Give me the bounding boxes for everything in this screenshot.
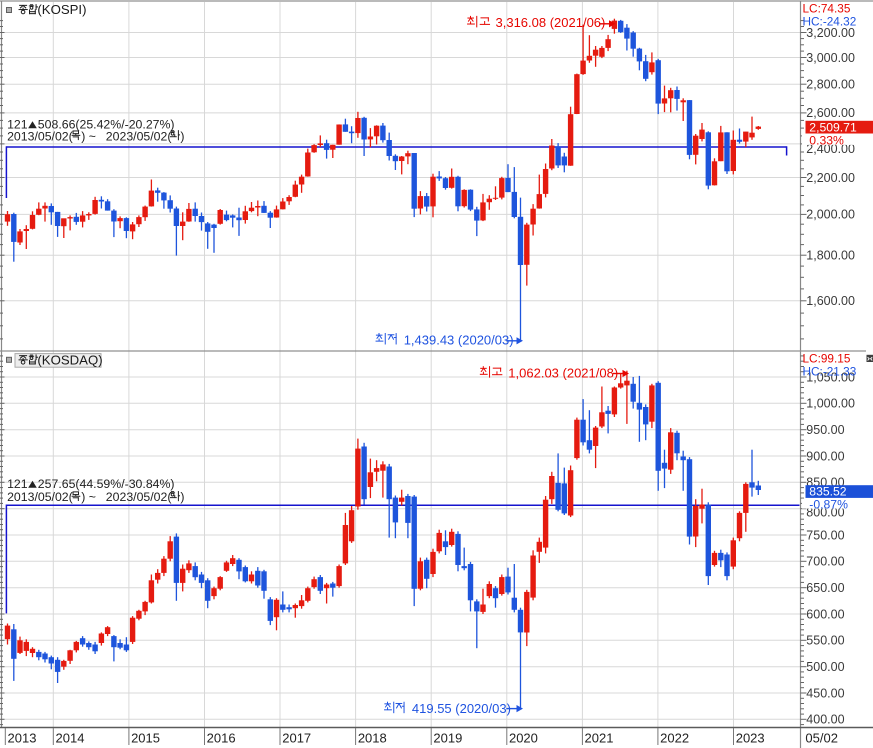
svg-text:1,600.00: 1,600.00 xyxy=(806,294,855,308)
svg-text:2016: 2016 xyxy=(207,731,236,746)
svg-text:0.33%: 0.33% xyxy=(809,133,844,147)
svg-text:400.00: 400.00 xyxy=(806,713,844,727)
svg-text:3,200.00: 3,200.00 xyxy=(806,26,855,40)
svg-text:(KOSDAQ): (KOSDAQ) xyxy=(37,352,102,367)
svg-text:500.00: 500.00 xyxy=(806,660,844,674)
svg-text:1,062.03 (2021/08): 1,062.03 (2021/08) xyxy=(508,366,618,381)
svg-text:700.00: 700.00 xyxy=(806,555,844,569)
svg-text:800.00: 800.00 xyxy=(806,506,844,520)
svg-text:2014: 2014 xyxy=(56,731,85,746)
svg-text:LC:74.35: LC:74.35 xyxy=(803,2,851,16)
svg-text:2021: 2021 xyxy=(585,731,614,746)
svg-text:950.00: 950.00 xyxy=(806,423,844,437)
svg-text:1,000.00: 1,000.00 xyxy=(806,397,855,411)
svg-text:750.00: 750.00 xyxy=(806,528,844,542)
svg-text:1,050.00: 1,050.00 xyxy=(806,370,855,384)
svg-text:2,509.71: 2,509.71 xyxy=(809,120,857,134)
svg-text:257.65(44.59%/-30.84%): 257.65(44.59%/-30.84%) xyxy=(38,477,175,491)
svg-text:2015: 2015 xyxy=(131,731,160,746)
svg-text:2019: 2019 xyxy=(433,731,462,746)
svg-text:1,439.43 (2020/03): 1,439.43 (2020/03) xyxy=(404,332,514,347)
svg-text:2013: 2013 xyxy=(8,731,37,746)
svg-text:450.00: 450.00 xyxy=(806,686,844,700)
svg-text:): ) xyxy=(180,129,184,143)
svg-text:3,000.00: 3,000.00 xyxy=(806,51,855,65)
svg-text:2,000.00: 2,000.00 xyxy=(806,208,855,222)
svg-text:05/02: 05/02 xyxy=(805,731,838,746)
svg-text:) ~: ) ~ xyxy=(81,129,96,143)
svg-text:2022: 2022 xyxy=(660,731,689,746)
svg-text:(KOSPI): (KOSPI) xyxy=(37,2,86,17)
svg-text:LC:99.15: LC:99.15 xyxy=(803,352,851,366)
svg-text:2023/05/02(: 2023/05/02( xyxy=(106,129,173,143)
svg-text:2,200.00: 2,200.00 xyxy=(806,171,855,185)
svg-text:2023/05/02(: 2023/05/02( xyxy=(106,490,173,504)
svg-text:650.00: 650.00 xyxy=(806,581,844,595)
svg-text:2013/05/02(: 2013/05/02( xyxy=(7,490,74,504)
svg-text:3,316.08 (2021/06): 3,316.08 (2021/06) xyxy=(496,15,606,30)
svg-text:2,800.00: 2,800.00 xyxy=(806,77,855,91)
svg-text:835.52: 835.52 xyxy=(809,485,846,499)
svg-text:2,600.00: 2,600.00 xyxy=(806,106,855,120)
svg-text:2023: 2023 xyxy=(736,731,765,746)
svg-text:600.00: 600.00 xyxy=(806,607,844,621)
svg-text:) ~: ) ~ xyxy=(81,490,96,504)
svg-text:HC:-24.32: HC:-24.32 xyxy=(803,15,857,29)
svg-text:HC:-21.33: HC:-21.33 xyxy=(803,365,857,379)
svg-text:2018: 2018 xyxy=(358,731,387,746)
svg-text:508.66(25.42%/-20.27%): 508.66(25.42%/-20.27%) xyxy=(38,118,175,132)
svg-text:-0.87%: -0.87% xyxy=(809,498,848,512)
svg-text:2020: 2020 xyxy=(509,731,538,746)
svg-text:419.55 (2020/03): 419.55 (2020/03) xyxy=(412,701,511,716)
svg-text:121: 121 xyxy=(7,477,28,491)
svg-text:121: 121 xyxy=(7,118,28,132)
svg-text:): ) xyxy=(180,490,184,504)
svg-text:2017: 2017 xyxy=(282,731,311,746)
svg-text:2,400.00: 2,400.00 xyxy=(806,142,855,156)
svg-text:1,800.00: 1,800.00 xyxy=(806,249,855,263)
svg-text:2013/05/02(: 2013/05/02( xyxy=(7,129,74,143)
svg-text:550.00: 550.00 xyxy=(806,634,844,648)
svg-text:900.00: 900.00 xyxy=(806,449,844,463)
